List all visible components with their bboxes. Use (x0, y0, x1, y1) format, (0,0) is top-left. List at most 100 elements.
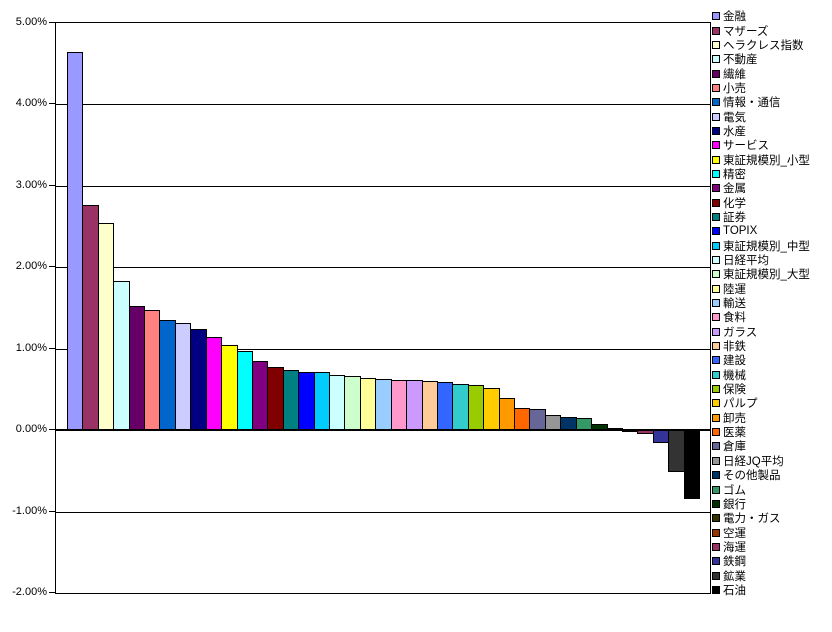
bar-パルプ (483, 387, 500, 432)
legend-label: 医薬 (723, 427, 746, 440)
legend-item: その他製品 (712, 468, 832, 482)
legend-swatch-icon (712, 313, 720, 322)
bar-小売 (144, 309, 161, 432)
legend-swatch-icon (712, 428, 720, 437)
legend-label: 繊維 (723, 68, 746, 81)
legend-swatch-icon (712, 485, 720, 494)
legend-item: ゴム (712, 482, 832, 497)
bar-ヘラクレス指数 (97, 223, 115, 432)
legend-item: マザーズ (712, 23, 832, 38)
legend-swatch-icon (712, 126, 720, 135)
legend-item: 東証規模別_大型 (712, 267, 832, 281)
legend-label: パルプ (723, 398, 758, 411)
bar-情報・通信 (159, 320, 176, 432)
legend-swatch-icon (712, 212, 720, 221)
legend-label: 電気 (723, 111, 746, 124)
legend-swatch-icon (712, 528, 720, 537)
y-tick-label: 3.00% (15, 179, 47, 191)
legend-swatch-icon (712, 370, 720, 379)
legend-item: 鉱業 (712, 568, 832, 583)
legend-item: 陸運 (712, 282, 832, 296)
y-tick-label: 2.00% (15, 260, 47, 272)
legend-label: ヘラクレス指数 (723, 39, 804, 52)
bar-不動産 (113, 281, 130, 432)
legend-label: 保険 (723, 384, 746, 397)
legend-label: ゴム (723, 484, 746, 497)
legend-label: 小売 (723, 82, 746, 95)
y-tick-label: -2.00% (12, 586, 47, 598)
bar-陸運 (359, 378, 377, 432)
legend-swatch-icon (712, 385, 720, 394)
legend-item: 海運 (712, 540, 832, 554)
y-tick-mark (49, 22, 55, 23)
legend-label: 銀行 (723, 498, 746, 511)
legend-label: 建設 (723, 355, 746, 368)
y-tick-label: 5.00% (15, 16, 47, 28)
legend-label: 機械 (723, 369, 746, 382)
legend-item: ガラス (712, 325, 832, 339)
plot-area (55, 22, 711, 594)
legend-item: 電力・ガス (712, 511, 832, 525)
legend-label: 石油 (723, 584, 746, 597)
y-tick-mark (49, 266, 55, 267)
bar-繊維 (128, 306, 146, 432)
bar-機械 (452, 383, 469, 432)
legend-swatch-icon (712, 69, 720, 78)
legend-swatch-icon (712, 12, 720, 21)
legend-swatch-icon (712, 557, 720, 566)
bar-東証規模別_小型 (221, 345, 238, 432)
legend-swatch-icon (712, 299, 720, 308)
legend-item: 証券 (712, 210, 832, 224)
legend: 金融 マザーズ ヘラクレス指数 不動産 繊維 小売 情報・通信 電気 水産 サービス 東証規模別_小… (712, 9, 832, 597)
legend-item: サービス (712, 138, 832, 152)
legend-label: 輸送 (723, 298, 746, 311)
legend-swatch-icon (712, 456, 720, 465)
legend-item: 空運 (712, 525, 832, 540)
legend-label: 金属 (723, 183, 746, 196)
legend-swatch-icon (712, 270, 720, 279)
bar-ガラス (406, 380, 423, 432)
bar-金属 (251, 360, 269, 432)
legend-item: ヘラクレス指数 (712, 38, 832, 52)
legend-swatch-icon (712, 514, 720, 523)
legend-swatch-icon (712, 83, 720, 92)
legend-label: 東証規模別_小型 (723, 154, 810, 167)
legend-label: 食料 (723, 312, 746, 325)
bar-石油 (683, 430, 700, 499)
legend-label: TOPIX (723, 225, 758, 238)
legend-item: 東証規模別_小型 (712, 152, 832, 167)
legend-swatch-icon (712, 356, 720, 365)
bar-倉庫 (529, 408, 546, 432)
legend-swatch-icon (712, 241, 720, 250)
bar-マザーズ (82, 205, 99, 432)
legend-label: 東証規模別_大型 (723, 269, 810, 282)
y-tick-mark (49, 592, 55, 593)
legend-label: 化学 (723, 197, 746, 210)
legend-label: 不動産 (723, 54, 758, 67)
legend-label: 海運 (723, 541, 746, 554)
legend-item: 機械 (712, 368, 832, 382)
legend-swatch-icon (712, 471, 720, 480)
bar-食料 (390, 379, 408, 432)
y-tick-mark (49, 511, 55, 512)
y-tick-label: -1.00% (12, 505, 47, 517)
legend-item: 石油 (712, 583, 832, 597)
bar-非鉄 (421, 381, 438, 432)
legend-swatch-icon (712, 55, 720, 64)
legend-swatch-icon (712, 585, 720, 594)
bar-化学 (267, 367, 284, 432)
legend-item: 非鉄 (712, 339, 832, 353)
legend-item: 東証規模別_中型 (712, 239, 832, 253)
legend-item: 輸送 (712, 296, 832, 310)
legend-item: 化学 (712, 195, 832, 210)
legend-swatch-icon (712, 571, 720, 580)
legend-label: 証券 (723, 211, 746, 224)
legend-swatch-icon (712, 40, 720, 49)
legend-item: 情報・通信 (712, 95, 832, 109)
legend-label: ガラス (723, 326, 758, 339)
legend-swatch-icon (712, 413, 720, 422)
gridline--1 (56, 512, 710, 513)
legend-item: 鉄鋼 (712, 554, 832, 568)
y-tick-mark (49, 103, 55, 104)
